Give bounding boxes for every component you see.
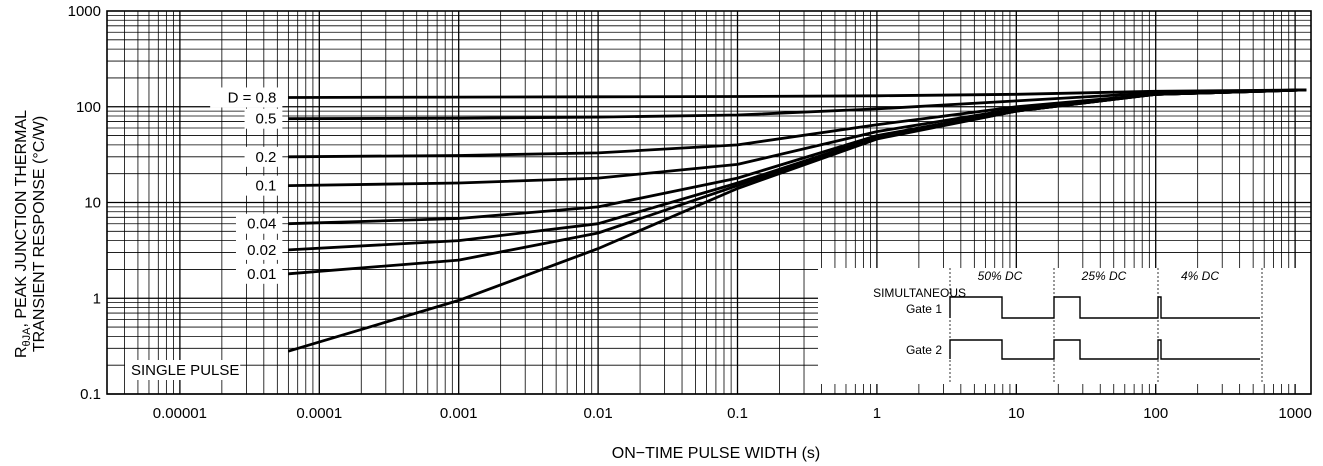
curve-label-background bbox=[125, 360, 241, 380]
series-line bbox=[288, 88, 1307, 159]
series-line bbox=[288, 88, 1307, 99]
y-tick-label: 100 bbox=[76, 99, 101, 116]
grid bbox=[106, 11, 1311, 395]
gate2-label: Gate 2 bbox=[906, 343, 942, 357]
curve-labels: D = 0.8 0.5 0.2 0.1 0.04 0.02 0.01 SINGLE PULSE bbox=[125, 87, 283, 380]
x-tick-label: 100 bbox=[1143, 405, 1168, 422]
x-tick-label: 0.00001 bbox=[153, 405, 207, 422]
x-tick-label: 10 bbox=[1008, 405, 1025, 422]
y-tick-label: 1000 bbox=[68, 3, 101, 20]
curve-label: 0.5 bbox=[256, 111, 277, 128]
curve-label: 0.01 bbox=[247, 266, 276, 283]
curve-label-background bbox=[235, 263, 283, 284]
curve-label: 0.1 bbox=[256, 178, 277, 195]
inset-background bbox=[818, 268, 1311, 384]
curve-label: D = 0.8 bbox=[228, 89, 277, 106]
curve-label: 0.2 bbox=[256, 149, 277, 166]
series-line bbox=[287, 88, 1307, 353]
curve-label: 0.04 bbox=[247, 216, 276, 233]
series-line bbox=[288, 88, 1307, 252]
x-tick-label: 0.01 bbox=[583, 405, 612, 422]
x-tick-label: 0.001 bbox=[440, 405, 478, 422]
inset-duty-cycle-label: 25% DC bbox=[1081, 269, 1127, 283]
curve-label-background bbox=[235, 213, 283, 234]
inset-duty-cycle-label: 50% DC bbox=[978, 269, 1023, 283]
y-tick-label: 1 bbox=[93, 290, 101, 307]
x-axis-label: ON−TIME PULSE WIDTH (s) bbox=[612, 445, 820, 462]
curve-label-background bbox=[235, 239, 283, 260]
x-tick-label: 0.1 bbox=[727, 405, 748, 422]
plot-frame bbox=[106, 10, 1312, 395]
curve-label: 0.02 bbox=[247, 242, 276, 259]
gate1-label: Gate 1 bbox=[906, 302, 942, 316]
series-line bbox=[288, 88, 1307, 187]
gate1-waveform bbox=[949, 296, 1260, 319]
inset-title: SIMULTANEOUS bbox=[873, 286, 966, 300]
x-tick-labels: 0.00001 0.0001 0.001 0.01 0.1 1 10 100 1000 bbox=[153, 405, 1312, 422]
y-tick-label: 10 bbox=[84, 195, 101, 212]
gate2-waveform bbox=[949, 339, 1260, 360]
x-tick-label: 1000 bbox=[1278, 405, 1311, 422]
curve-label: SINGLE PULSE bbox=[131, 362, 239, 379]
curve-label-background bbox=[244, 146, 283, 167]
y-axis-label-line1: RθJA, PEAK JUNCTION THERMAL bbox=[13, 110, 33, 358]
y-axis-label: RθJA, PEAK JUNCTION THERMAL TRANSIENT RE… bbox=[13, 110, 48, 358]
curve-label-background bbox=[210, 87, 283, 108]
inset-duty-cycle-label: 4% DC bbox=[1181, 269, 1219, 283]
y-axis-label-line2: TRANSIENT RESPONSE (°C/W) bbox=[31, 116, 48, 352]
curve-label-background bbox=[244, 108, 283, 129]
x-tick-label: 0.0001 bbox=[296, 405, 342, 422]
series-line bbox=[288, 88, 1307, 121]
curve-label-background bbox=[244, 175, 283, 196]
y-tick-labels: 0.1 1 10 100 1000 bbox=[68, 3, 101, 403]
y-tick-label: 0.1 bbox=[80, 386, 101, 403]
duty-cycle-inset: 50% DC 25% DC 4% DC SIMULTANEOUS Gate 1 Gate … bbox=[818, 268, 1311, 384]
x-tick-label: 1 bbox=[873, 405, 881, 422]
curves bbox=[287, 88, 1307, 353]
